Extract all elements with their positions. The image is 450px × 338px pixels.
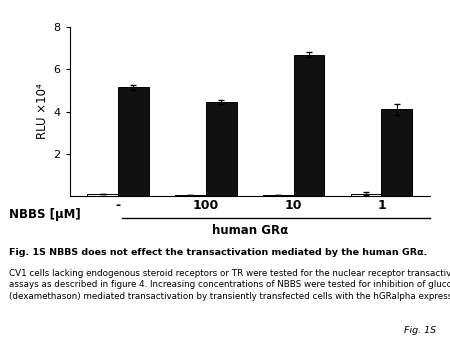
Bar <box>118 87 149 196</box>
Bar <box>87 194 118 196</box>
Bar <box>206 102 237 196</box>
Y-axis label: RLU ×10⁴: RLU ×10⁴ <box>36 84 50 139</box>
Bar <box>175 195 206 196</box>
Bar <box>351 193 382 196</box>
Text: human GRα: human GRα <box>212 224 288 237</box>
Text: Fig. 1S: Fig. 1S <box>405 325 436 335</box>
Bar <box>382 110 412 196</box>
Text: CV1 cells lacking endogenous steroid receptors or TR were tested for the nuclear: CV1 cells lacking endogenous steroid rec… <box>9 269 450 300</box>
Text: NBBS [µM]: NBBS [µM] <box>9 208 81 221</box>
Bar <box>294 54 324 196</box>
Bar <box>263 195 294 196</box>
Text: Fig. 1S NBBS does not effect the transactivation mediated by the human GRα.: Fig. 1S NBBS does not effect the transac… <box>9 248 428 258</box>
